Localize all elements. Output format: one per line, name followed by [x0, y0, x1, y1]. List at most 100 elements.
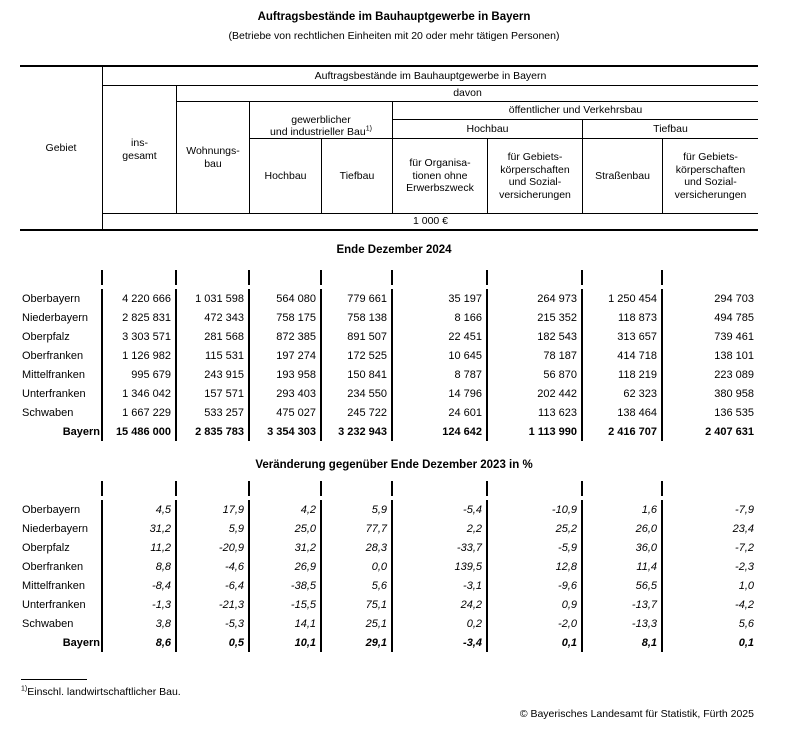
value-cell: 118 219	[583, 365, 663, 384]
value-cell: 31,2	[250, 538, 322, 557]
value-cell: 264 973	[488, 289, 583, 308]
value-cell: -5,3	[177, 614, 250, 633]
value-cell: 56,5	[583, 576, 663, 595]
total-value-cell: 29,1	[322, 633, 393, 652]
value-cell: 10 645	[393, 346, 488, 365]
group-header-tiefbau-oeffentlich: Tiefbau	[583, 120, 758, 139]
value-cell: 533 257	[177, 403, 250, 422]
footnote-text: Einschl. landwirtschaftlicher Bau.	[27, 686, 181, 698]
value-cell: 36,0	[583, 538, 663, 557]
value-cell: -21,3	[177, 595, 250, 614]
total-value-cell: 3 232 943	[322, 422, 393, 441]
footnote-marker: 1)	[365, 125, 372, 133]
column-spacer	[322, 481, 393, 496]
value-cell: 24 601	[393, 403, 488, 422]
value-cell: 25,2	[488, 519, 583, 538]
value-cell: 172 525	[322, 346, 393, 365]
document-subtitle: (Betriebe von rechtlichen Einheiten mit …	[228, 30, 560, 42]
value-cell: 14 796	[393, 384, 488, 403]
total-value-cell: 2 416 707	[583, 422, 663, 441]
value-cell: 0,2	[393, 614, 488, 633]
value-cell: 11,2	[103, 538, 177, 557]
value-cell: 28,3	[322, 538, 393, 557]
value-cell: 11,4	[583, 557, 663, 576]
region-name-cell: Unterfranken	[20, 595, 103, 614]
value-cell: -4,2	[735, 598, 754, 611]
value-cell: 25,0	[250, 519, 322, 538]
column-spacer	[663, 481, 758, 496]
region-name-cell: Mittelfranken	[20, 365, 103, 384]
value-cell: 1 346 042	[103, 384, 177, 403]
group-header-hochbau-oeffentlich: Hochbau	[393, 120, 583, 139]
value-cell: 472 343	[177, 308, 250, 327]
group-header-gewerblicher-industrieller-bau: gewerblicher und industrieller Bau1)	[250, 102, 393, 139]
section-title: Ende Dezember 2024	[336, 244, 452, 256]
value-cell: -5,4	[393, 500, 488, 519]
value-cell: 891 507	[322, 327, 393, 346]
value-cell: -6,4	[177, 576, 250, 595]
value-cell: -13,3	[583, 614, 663, 633]
total-value-cell: 0,5	[177, 633, 250, 652]
column-spacer	[663, 270, 758, 285]
col-header-hochbau: Hochbau	[250, 139, 322, 213]
value-cell: -4,6	[177, 557, 250, 576]
value-cell: 35 197	[393, 289, 488, 308]
column-spacer	[488, 481, 583, 496]
value-cell: -10,9	[488, 500, 583, 519]
data-grid: Oberbayern 4 220 666 1 031 598 564 080 779 6…	[20, 270, 758, 441]
region-name-cell: Niederbayern	[20, 308, 103, 327]
col-header-strassenbau: Straßenbau	[583, 139, 663, 213]
value-cell: 75,1	[322, 595, 393, 614]
value-cell: 5,9	[322, 500, 393, 519]
total-value-cell: -3,4	[393, 633, 488, 652]
value-cell: 494 785	[714, 311, 754, 324]
total-name-cell: Bayern	[20, 633, 103, 652]
value-cell: 0,0	[322, 557, 393, 576]
value-cell: 138 464	[583, 403, 663, 422]
value-cell: 197 274	[250, 346, 322, 365]
value-cell: 5,6	[738, 617, 754, 630]
footnote: 1)Einschl. landwirtschaftlicher Bau.	[21, 686, 788, 699]
value-cell: 77,7	[322, 519, 393, 538]
column-spacer	[20, 481, 103, 496]
value-cell: 24,2	[393, 595, 488, 614]
value-cell: -15,5	[250, 595, 322, 614]
value-cell: -7,9	[735, 503, 754, 516]
col-header-organisationen-ohne-erwerbszweck: für Organisa- tionen ohne Erwerbszweck	[393, 139, 488, 213]
col-header-gebietskoerperschaften-hochbau: für Gebiets- körperschaften und Sozial- …	[488, 139, 583, 213]
col-header-gebietskoerperschaften-tiefbau: für Gebiets- körperschaften und Sozial- …	[674, 151, 747, 201]
value-cell: -13,7	[583, 595, 663, 614]
value-cell: 22 451	[393, 327, 488, 346]
value-cell: 294 703	[714, 292, 754, 305]
total-value-cell: 124 642	[393, 422, 488, 441]
column-spacer	[20, 270, 103, 285]
document-title: Auftragsbestände im Bauhauptgewerbe in B…	[257, 11, 531, 23]
value-cell: 115 531	[177, 346, 250, 365]
total-value-cell: 0,1	[488, 633, 583, 652]
value-cell: 243 915	[177, 365, 250, 384]
value-cell: -9,6	[488, 576, 583, 595]
value-cell: 3 303 571	[103, 327, 177, 346]
column-spacer	[393, 481, 488, 496]
column-spacer	[103, 270, 177, 285]
total-value-cell: 2 407 631	[705, 425, 754, 438]
value-cell: 234 550	[322, 384, 393, 403]
value-cell: 118 873	[583, 308, 663, 327]
value-cell: 1 250 454	[583, 289, 663, 308]
value-cell: 5,6	[322, 576, 393, 595]
region-name-cell: Niederbayern	[20, 519, 103, 538]
region-name-cell: Oberpfalz	[20, 538, 103, 557]
value-cell: 475 027	[250, 403, 322, 422]
value-cell: 182 543	[488, 327, 583, 346]
value-cell: 113 623	[488, 403, 583, 422]
value-cell: 8,8	[103, 557, 177, 576]
value-cell: 758 138	[322, 308, 393, 327]
section-title: Veränderung gegenüber Ende Dezember 2023…	[255, 459, 533, 471]
value-cell: 281 568	[177, 327, 250, 346]
column-spacer	[393, 270, 488, 285]
value-cell: 56 870	[488, 365, 583, 384]
value-cell: 5,9	[177, 519, 250, 538]
value-cell: 1,6	[583, 500, 663, 519]
group-header-label: gewerblicher und industrieller Bau	[270, 113, 366, 139]
